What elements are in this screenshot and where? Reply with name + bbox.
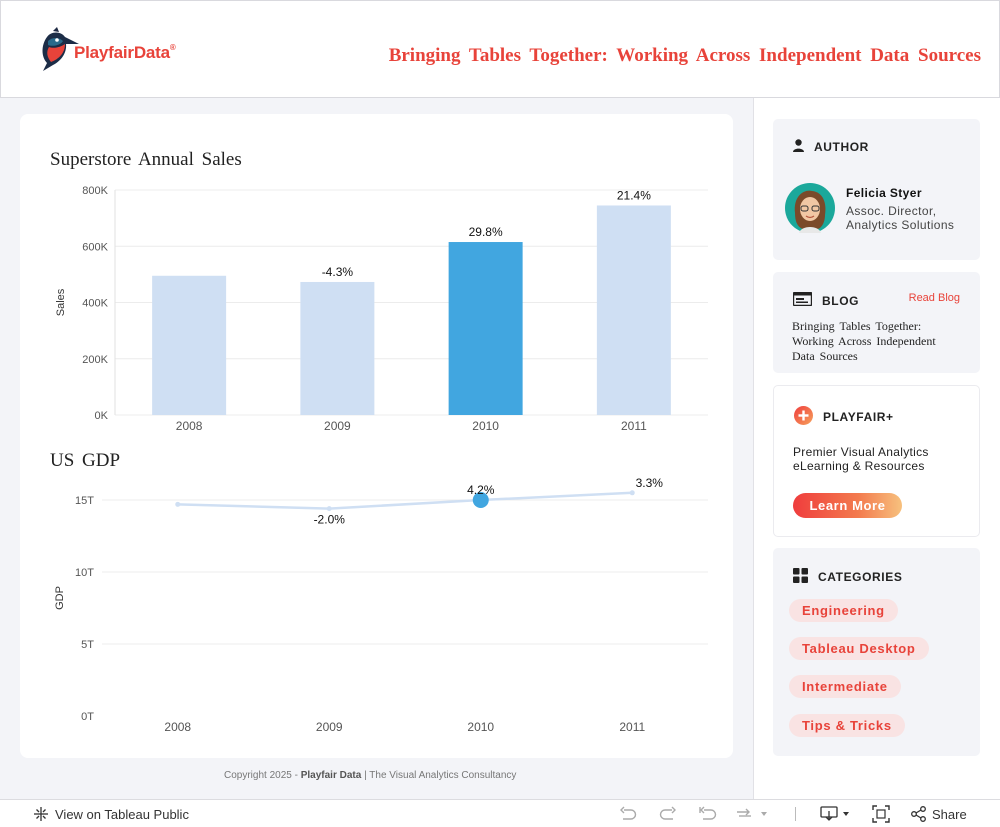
x-tick-label: 2011 (619, 720, 645, 734)
author-heading: AUTHOR (793, 139, 869, 155)
blog-box: BLOG Read Blog Bringing Tables Together:… (773, 272, 980, 373)
x-tick-label: 2009 (324, 419, 351, 433)
data-label: 4.2% (467, 483, 495, 497)
view-on-tableau-public-button[interactable]: View on Tableau Public (33, 800, 189, 827)
sales-chart-title: Superstore Annual Sales (50, 149, 242, 170)
x-tick-label: 2010 (472, 419, 499, 433)
author-name: Felicia Styer (846, 186, 922, 200)
data-label: 21.4% (617, 188, 651, 202)
point-2009 (326, 506, 332, 512)
x-tick-label: 2008 (164, 720, 191, 734)
share-label: Share (932, 806, 967, 822)
y-tick-label: 600K (82, 241, 108, 253)
fullscreen-icon (872, 805, 890, 823)
header: PlayfairData® Bringing Tables Together: … (0, 0, 1000, 98)
playfair-plus-box: PLAYFAIR+ Premier Visual Analytics eLear… (773, 385, 980, 537)
tableau-toolbar: View on Tableau Public Share (0, 799, 1000, 827)
author-avatar (785, 183, 835, 233)
y-tick-label: 0T (81, 711, 94, 723)
point-2008 (175, 501, 181, 507)
learn-more-button[interactable]: Learn More (793, 493, 902, 518)
categories-box: CATEGORIES Engineering Tableau Desktop I… (773, 548, 980, 756)
share-button[interactable]: Share (910, 800, 967, 827)
sales-bar-chart[interactable]: 0K 200K 400K 600K 800K Sales 2008 -4.3% 2009 29.8… (20, 175, 733, 440)
playfair-plus-heading: PLAYFAIR+ (794, 406, 894, 428)
logo-text: PlayfairData® (74, 43, 176, 62)
category-tag-intermediate[interactable]: Intermediate (789, 675, 901, 698)
x-tick-label: 2010 (467, 720, 494, 734)
data-label: -2.0% (314, 513, 346, 527)
y-tick-label: 0K (95, 410, 109, 422)
data-label: 29.8% (469, 225, 503, 239)
x-tick-label: 2011 (621, 419, 647, 433)
divider (753, 98, 754, 799)
x-tick-label: 2009 (316, 720, 343, 734)
bar-2010 (448, 242, 523, 415)
data-label: 3.3% (636, 478, 664, 490)
author-role: Assoc. Director, Analytics Solutions (846, 204, 955, 232)
gdp-line-chart[interactable]: 0T 5T 10T 15T GDP 2008 -2.0% 2009 4.2% 2010 3.3% 20… (20, 478, 733, 748)
gdp-series-line (177, 491, 633, 510)
share-icon (911, 806, 926, 822)
download-button[interactable] (820, 800, 851, 827)
revert-button[interactable] (699, 800, 717, 827)
y-tick-label: 400K (82, 298, 108, 310)
bar-2008 (152, 275, 227, 415)
redo-icon (659, 806, 676, 820)
y-axis-label: GDP (54, 586, 66, 610)
bar-2011 (596, 205, 671, 415)
copyright-text: Copyright 2025 - Playfair Data | The Vis… (224, 770, 517, 781)
category-tag-engineering[interactable]: Engineering (789, 599, 898, 622)
chevron-down-icon (843, 812, 849, 816)
gdp-chart-title: US GDP (50, 450, 121, 471)
read-blog-link[interactable]: Read Blog (908, 292, 960, 304)
author-box: AUTHOR Felicia Styer Assoc. Director, An… (773, 119, 980, 260)
y-tick-label: 800K (82, 185, 108, 197)
y-tick-label: 200K (82, 354, 108, 366)
categories-heading: CATEGORIES (793, 568, 902, 586)
grid-icon (793, 568, 808, 586)
toolbar-separator (795, 807, 796, 821)
playfair-logo[interactable]: PlayfairData® (39, 27, 199, 73)
category-tag-tips-tricks[interactable]: Tips & Tricks (789, 714, 905, 737)
x-tick-label: 2008 (176, 419, 203, 433)
person-icon (793, 139, 804, 155)
playfair-plus-description: Premier Visual Analytics eLearning & Res… (793, 445, 929, 473)
bar-2009 (300, 281, 375, 415)
fullscreen-button[interactable] (872, 800, 890, 827)
point-2011 (629, 490, 635, 496)
page-title: Bringing Tables Together: Working Across… (388, 45, 981, 66)
y-axis-label: Sales (55, 288, 67, 316)
chevron-down-icon (761, 812, 767, 816)
revert-icon (699, 806, 717, 820)
blog-heading: BLOG (792, 291, 859, 309)
data-label: -4.3% (322, 265, 354, 279)
kingfisher-bird-icon (42, 27, 79, 71)
point-2010 (472, 492, 489, 508)
category-tag-tableau-desktop[interactable]: Tableau Desktop (789, 637, 929, 660)
refresh-button[interactable] (735, 800, 769, 827)
y-tick-label: 10T (75, 567, 94, 579)
undo-icon (620, 806, 637, 820)
tableau-icon (34, 807, 48, 821)
undo-button[interactable] (619, 800, 637, 827)
view-on-tableau-label: View on Tableau Public (55, 806, 189, 822)
blog-title: Bringing Tables Together: Working Across… (792, 319, 936, 363)
y-tick-label: 15T (75, 495, 94, 507)
plus-circle-icon (794, 406, 813, 428)
browser-window-icon (792, 291, 813, 309)
refresh-icon (737, 808, 751, 817)
redo-button[interactable] (659, 800, 677, 827)
y-tick-label: 5T (81, 639, 94, 651)
download-icon (820, 806, 838, 821)
